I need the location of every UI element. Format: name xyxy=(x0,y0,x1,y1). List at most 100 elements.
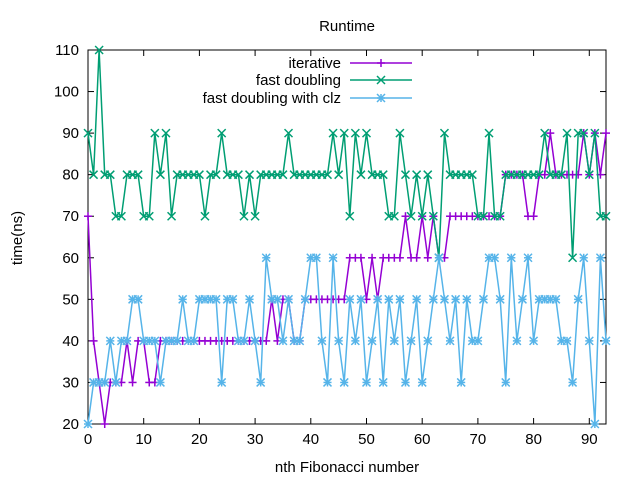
data-point xyxy=(378,377,388,387)
data-point xyxy=(217,128,227,138)
data-point xyxy=(317,336,327,346)
x-tick-label: 20 xyxy=(191,431,208,448)
data-point xyxy=(250,211,260,221)
data-point xyxy=(467,170,477,180)
series-2 xyxy=(83,45,611,263)
data-point xyxy=(194,170,204,180)
x-tick-label: 80 xyxy=(525,431,542,448)
data-point xyxy=(400,170,411,180)
data-point xyxy=(434,253,444,263)
data-point xyxy=(546,129,555,138)
data-point xyxy=(584,170,594,180)
data-point xyxy=(89,170,99,180)
x-tick-label: 60 xyxy=(414,431,431,448)
data-point xyxy=(300,294,310,304)
data-point xyxy=(328,253,338,263)
data-point xyxy=(89,336,98,345)
data-point xyxy=(529,212,538,221)
legend-label: fast doubling xyxy=(256,72,341,89)
data-point xyxy=(283,128,294,138)
data-point xyxy=(384,294,394,304)
data-point xyxy=(562,336,572,346)
data-point xyxy=(428,211,438,221)
series-3 xyxy=(83,253,611,429)
data-point xyxy=(417,377,427,387)
data-point xyxy=(189,336,199,346)
data-point xyxy=(328,128,338,138)
y-axis-label: time(ns) xyxy=(9,211,26,265)
data-point xyxy=(395,294,405,304)
data-point xyxy=(83,128,93,138)
data-point xyxy=(579,253,589,263)
data-point xyxy=(83,419,93,429)
data-point xyxy=(322,170,333,180)
legend-marker xyxy=(376,75,386,85)
data-point xyxy=(94,45,104,55)
data-point xyxy=(334,170,344,180)
data-point xyxy=(122,336,132,346)
data-point xyxy=(389,211,399,221)
data-point xyxy=(272,294,282,304)
data-point xyxy=(172,336,182,346)
data-point xyxy=(602,129,610,138)
legend-marker xyxy=(377,59,385,67)
data-point xyxy=(428,294,438,304)
data-point xyxy=(406,211,416,221)
data-point xyxy=(451,294,461,304)
legend-label: fast doubling with clz xyxy=(203,90,341,107)
data-point xyxy=(233,170,243,180)
y-tick-label: 70 xyxy=(62,208,79,225)
data-point xyxy=(356,294,366,304)
data-point xyxy=(395,128,405,138)
data-point xyxy=(490,253,500,263)
data-point xyxy=(262,336,271,345)
data-point xyxy=(295,336,305,346)
data-point xyxy=(439,128,450,138)
data-point xyxy=(150,336,160,346)
data-point xyxy=(501,377,511,387)
data-point xyxy=(278,336,288,346)
data-point xyxy=(161,128,171,138)
data-point xyxy=(556,170,566,180)
data-point xyxy=(423,170,433,180)
data-point xyxy=(473,336,483,346)
data-point xyxy=(322,377,333,387)
data-point xyxy=(551,294,561,304)
data-point xyxy=(211,294,221,304)
data-point xyxy=(283,294,294,304)
data-point xyxy=(523,253,533,263)
data-point xyxy=(495,211,505,221)
data-point xyxy=(573,294,583,304)
data-point xyxy=(562,128,572,138)
data-point xyxy=(144,211,154,221)
x-tick-label: 70 xyxy=(470,431,487,448)
data-point xyxy=(105,336,115,346)
data-point xyxy=(239,336,249,346)
y-tick-label: 60 xyxy=(62,250,79,267)
y-tick-label: 40 xyxy=(62,333,79,350)
data-point xyxy=(595,253,605,263)
data-point xyxy=(574,170,583,179)
x-tick-label: 50 xyxy=(358,431,375,448)
data-point xyxy=(368,253,377,262)
data-point xyxy=(345,294,355,304)
data-point xyxy=(540,128,550,138)
data-point xyxy=(261,253,271,263)
y-tick-label: 110 xyxy=(55,42,79,59)
data-point xyxy=(339,128,349,138)
data-point xyxy=(401,212,410,221)
data-point xyxy=(389,336,399,346)
y-tick-label: 80 xyxy=(62,167,79,184)
x-tick-label: 40 xyxy=(302,431,319,448)
data-point xyxy=(211,170,221,180)
data-point xyxy=(361,377,372,387)
data-point xyxy=(244,294,255,304)
data-point xyxy=(568,253,578,263)
data-point xyxy=(484,128,494,138)
data-point xyxy=(250,336,260,346)
x-tick-label: 10 xyxy=(135,431,152,448)
x-axis-label: nth Fibonacci number xyxy=(275,459,419,476)
